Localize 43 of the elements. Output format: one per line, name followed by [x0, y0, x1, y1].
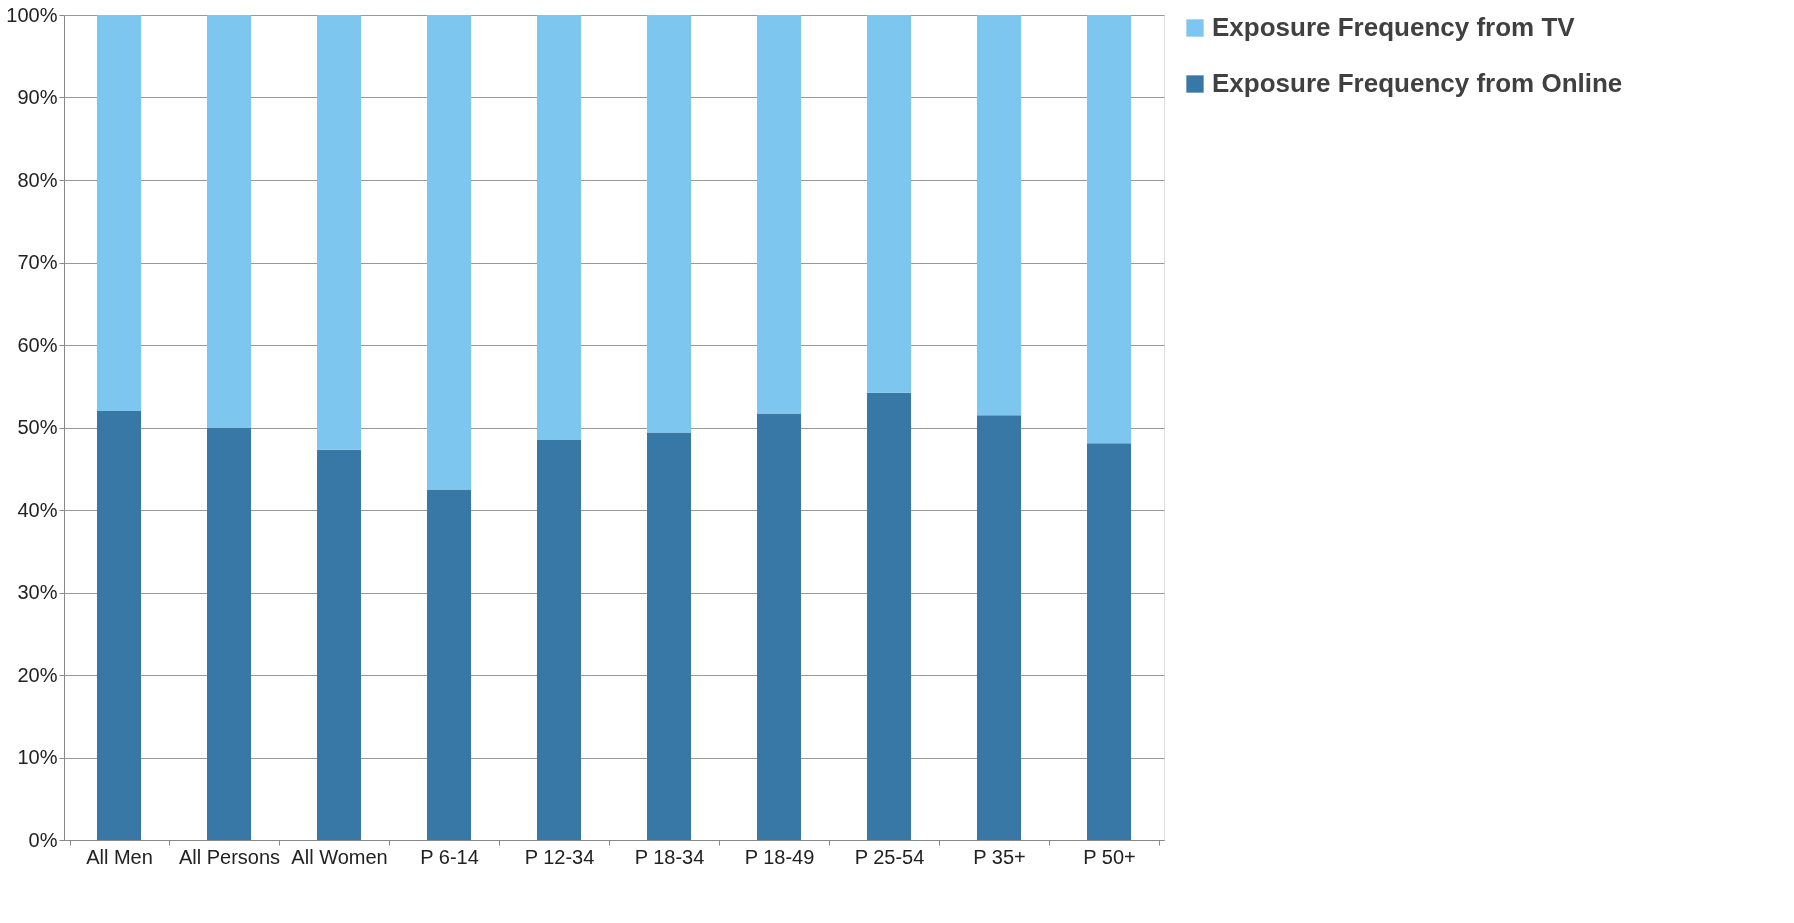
legend-label: Exposure Frequency from Online: [1212, 68, 1623, 98]
x-tick-label: P 35+: [973, 845, 1026, 868]
x-tick-label: All Men: [86, 845, 153, 868]
legend-label: Exposure Frequency from TV: [1212, 12, 1576, 42]
bar: [977, 15, 1021, 416]
bar: [977, 415, 1021, 840]
y-tick-label: 90%: [17, 86, 58, 108]
y-tick-label: 50%: [17, 416, 58, 438]
bar: [427, 489, 471, 840]
x-tick-label: P 12-34: [524, 845, 595, 868]
x-tick-label: All Persons: [178, 845, 281, 868]
bar: [867, 392, 911, 840]
x-tick-label: P 18-34: [634, 845, 705, 868]
bar: [647, 15, 691, 433]
bar: [757, 15, 801, 414]
bar: [317, 449, 361, 840]
bar: [207, 427, 251, 840]
x-tick-label: P 50+: [1083, 845, 1136, 868]
bar: [1087, 15, 1131, 444]
y-tick-label: 80%: [17, 168, 58, 191]
x-tick-label: P 25-54: [854, 845, 925, 868]
bar: [207, 15, 251, 428]
y-tick-label: 0%: [28, 828, 58, 851]
x-tick-label: P 6-14: [420, 845, 479, 868]
x-tick-label: All Women: [291, 845, 388, 868]
bar: [537, 15, 581, 440]
y-tick-label: 10%: [17, 746, 58, 768]
y-tick-label: 20%: [17, 663, 58, 686]
y-tick-label: 100%: [6, 3, 58, 26]
bar: [427, 15, 471, 490]
y-tick-label: 70%: [17, 251, 58, 273]
x-tick-label: P 18-49: [744, 845, 815, 868]
bar: [317, 15, 361, 450]
bar: [647, 432, 691, 840]
bar: [97, 15, 141, 411]
bar: [537, 439, 581, 840]
bar: [867, 15, 911, 393]
bar: [1087, 443, 1131, 840]
y-tick-label: 30%: [17, 581, 58, 603]
bar: [97, 411, 141, 840]
y-tick-label: 40%: [17, 498, 58, 521]
y-tick-label: 60%: [17, 333, 58, 356]
bar: [757, 413, 801, 840]
